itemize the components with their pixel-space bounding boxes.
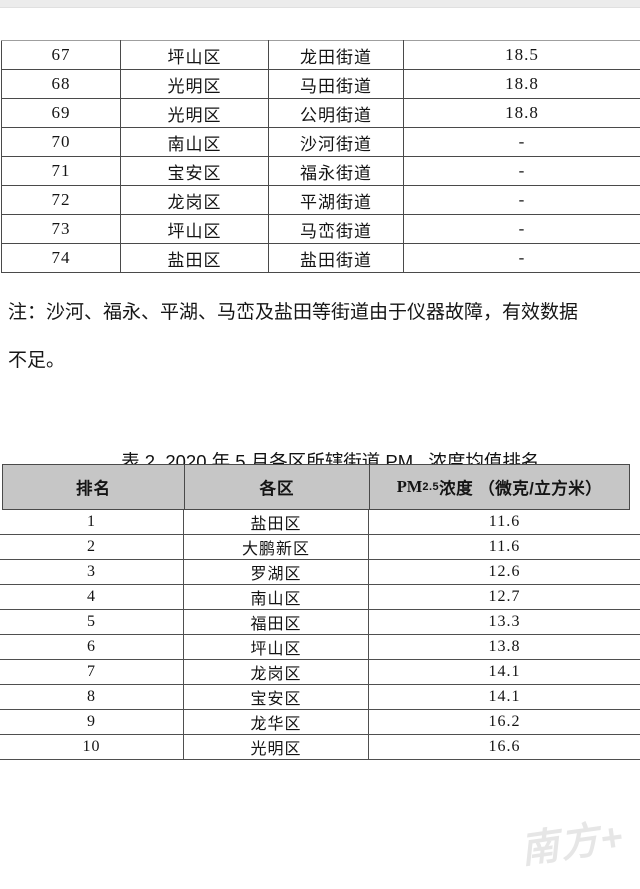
table-row: 9 龙华区 16.2 <box>0 710 640 735</box>
rank-cell: 74 <box>1 243 121 273</box>
rank-cell: 10 <box>0 735 184 759</box>
table-row: 68 光明区 马田街道 18.8 <box>1 69 640 99</box>
district-cell: 宝安区 <box>184 685 369 709</box>
table-row: 3 罗湖区 12.6 <box>0 560 640 585</box>
rank-cell: 67 <box>1 40 121 70</box>
table-row: 6 坪山区 13.8 <box>0 635 640 660</box>
rank-cell: 6 <box>0 635 184 659</box>
table-row: 7 龙岗区 14.1 <box>0 660 640 685</box>
value-cell: 11.6 <box>488 513 521 530</box>
header-rank: 排名 <box>3 465 185 509</box>
footnote-line2: 不足。 <box>8 350 66 371</box>
street-pm25-ranking-table: 67 坪山区 龙田街道 18.5 68 光明区 马田街道 18.8 69 光明区… <box>1 40 640 273</box>
table-row: 8 宝安区 14.1 <box>0 685 640 710</box>
header-pm-concentration: PM 2.5 浓度 （微克/立方米） <box>370 465 629 509</box>
street-cell: 马田街道 <box>268 69 404 99</box>
district-cell: 光明区 <box>184 735 369 759</box>
rank-cell: 9 <box>0 710 184 734</box>
street-cell: 福永街道 <box>268 156 404 186</box>
district-cell: 大鹏新区 <box>184 535 369 559</box>
rank-cell: 73 <box>1 214 121 244</box>
value-cell: 14.1 <box>488 663 521 680</box>
street-cell: 盐田街道 <box>268 243 404 273</box>
value-cell: 12.7 <box>488 588 521 605</box>
table-row: 10 光明区 16.6 <box>0 735 640 760</box>
district-cell: 光明区 <box>120 98 269 128</box>
district-cell: 宝安区 <box>120 156 269 186</box>
header-district: 各区 <box>185 465 370 509</box>
rank-cell: 1 <box>0 510 184 534</box>
value-cell: 18.8 <box>403 98 640 128</box>
street-cell: 龙田街道 <box>268 40 404 70</box>
district-cell: 龙岗区 <box>184 660 369 684</box>
district-ranking-table: 1 盐田区 11.6 2 大鹏新区 11.6 3 罗湖区 12.6 4 南山区 … <box>0 510 640 760</box>
value-cell: - <box>403 243 640 273</box>
district-cell: 南山区 <box>184 585 369 609</box>
rank-cell: 8 <box>0 685 184 709</box>
table-row: 4 南山区 12.7 <box>0 585 640 610</box>
district-cell: 盐田区 <box>120 243 269 273</box>
rank-cell: 68 <box>1 69 121 99</box>
street-cell: 沙河街道 <box>268 127 404 157</box>
rank-cell: 3 <box>0 560 184 584</box>
header-pm-prefix: PM <box>396 477 423 496</box>
street-cell: 公明街道 <box>268 98 404 128</box>
header-pm-suffix: 浓度 （微克/立方米） <box>439 480 603 498</box>
value-cell: 14.1 <box>488 688 521 705</box>
street-cell: 马峦街道 <box>268 214 404 244</box>
district-cell: 南山区 <box>120 127 269 157</box>
pm25-subscript: 2.5 <box>422 481 440 493</box>
value-cell: 18.8 <box>403 69 640 99</box>
table-row: 2 大鹏新区 11.6 <box>0 535 640 560</box>
value-cell: - <box>403 185 640 215</box>
rank-cell: 4 <box>0 585 184 609</box>
value-cell: 11.6 <box>488 538 521 555</box>
rank-cell: 71 <box>1 156 121 186</box>
district-cell: 坪山区 <box>120 40 269 70</box>
value-cell: 13.8 <box>488 638 521 655</box>
district-cell: 罗湖区 <box>184 560 369 584</box>
table-row: 74 盐田区 盐田街道 - <box>1 243 640 273</box>
rank-cell: 7 <box>0 660 184 684</box>
value-cell: 18.5 <box>403 40 640 70</box>
value-cell: - <box>403 214 640 244</box>
rank-cell: 70 <box>1 127 121 157</box>
value-cell: 16.2 <box>488 713 521 730</box>
footnote: 注：沙河、福永、平湖、马峦及盐田等街道由于仪器故障，有效数据 不足。 <box>8 289 634 385</box>
district-ranking-table-header: 排名 各区 PM 2.5 浓度 （微克/立方米） <box>2 464 630 510</box>
rank-cell: 2 <box>0 535 184 559</box>
rank-cell: 69 <box>1 98 121 128</box>
table-row: 71 宝安区 福永街道 - <box>1 156 640 186</box>
table-row: 70 南山区 沙河街道 - <box>1 127 640 157</box>
street-cell: 平湖街道 <box>268 185 404 215</box>
table-row: 72 龙岗区 平湖街道 - <box>1 185 640 215</box>
table-row: 5 福田区 13.3 <box>0 610 640 635</box>
nanfang-plus-watermark: 南方+ <box>518 815 628 873</box>
value-cell: 16.6 <box>488 738 521 755</box>
district-cell: 龙华区 <box>184 710 369 734</box>
value-cell: 13.3 <box>488 613 521 630</box>
value-cell: - <box>403 156 640 186</box>
rank-cell: 5 <box>0 610 184 634</box>
footnote-line1: 注：沙河、福永、平湖、马峦及盐田等街道由于仪器故障，有效数据 <box>8 302 579 323</box>
table-row: 67 坪山区 龙田街道 18.5 <box>1 40 640 70</box>
district-cell: 福田区 <box>184 610 369 634</box>
district-cell: 龙岗区 <box>120 185 269 215</box>
value-cell: 12.6 <box>488 563 521 580</box>
value-cell: - <box>403 127 640 157</box>
rank-cell: 72 <box>1 185 121 215</box>
cropped-row-remnant <box>0 0 640 8</box>
table-row: 1 盐田区 11.6 <box>0 510 640 535</box>
district-cell: 盐田区 <box>184 510 369 534</box>
district-cell: 光明区 <box>120 69 269 99</box>
table-row: 69 光明区 公明街道 18.8 <box>1 98 640 128</box>
district-cell: 坪山区 <box>120 214 269 244</box>
table-row: 73 坪山区 马峦街道 - <box>1 214 640 244</box>
district-cell: 坪山区 <box>184 635 369 659</box>
